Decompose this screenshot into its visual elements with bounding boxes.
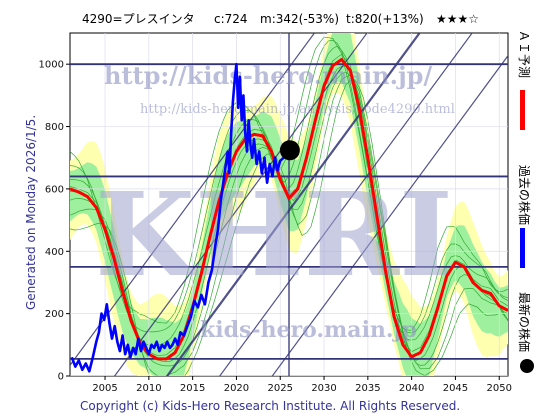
legend-latest-label: 最新の株価	[517, 292, 532, 352]
x-tick-label: 2050	[487, 383, 512, 394]
rating-stars: ★★★☆	[436, 12, 479, 26]
x-tick-label: 2030	[311, 383, 336, 394]
x-tick-label: 2020	[224, 383, 249, 394]
x-tick-label: 2025	[268, 383, 293, 394]
min-price: m:342(-53%)	[260, 12, 339, 26]
axes: 2005 2010 2015 2020 2025 2030 2035 2040 2045 2050…	[39, 60, 512, 394]
legend-past-swatch	[520, 228, 525, 268]
latest-price-marker	[279, 140, 300, 161]
current-price: c:724	[214, 12, 248, 26]
trend-line	[113, 33, 368, 376]
trend-line	[70, 33, 316, 367]
y-tick-label: 600	[45, 184, 64, 195]
price-series	[70, 58, 508, 373]
copyright-text: Copyright (c) Kids-Hero Research Institu…	[80, 399, 460, 413]
y-tick-label: 400	[45, 247, 64, 258]
x-tick-label: 2005	[92, 383, 117, 394]
generated-date-text: Generated on Monday 2026/1/5.	[24, 115, 38, 310]
legend-latest-marker	[520, 359, 534, 373]
watermark-url-top: http://kids-hero.main.jp/	[104, 61, 432, 90]
y-tick-label: 800	[45, 122, 64, 133]
x-tick-label: 2045	[443, 383, 468, 394]
legend: ＡＩ予測 過去の株価 最新の株価	[517, 30, 534, 373]
past-price-line	[70, 62, 292, 373]
y-tick-label: 200	[45, 309, 64, 320]
target-price: t:820(+13%)	[346, 12, 424, 26]
y-tick-label: 0	[58, 372, 64, 383]
x-tick-label: 2010	[136, 383, 161, 394]
trend-lines	[70, 33, 508, 376]
legend-ai-swatch	[520, 90, 525, 130]
legend-ai-label: ＡＩ予測	[517, 30, 531, 78]
trend-line	[271, 54, 508, 376]
watermark-url-mid: http://kids-hero.main.jp/analysis/code42…	[140, 102, 455, 117]
y-tick-label: 1000	[39, 60, 64, 71]
ticker-label: 4290=プレスインタ	[82, 12, 195, 26]
legend-past-label: 過去の株価	[517, 165, 532, 225]
trend-line	[219, 33, 473, 376]
watermark-logo: KHRI	[95, 168, 453, 303]
x-tick-label: 2040	[399, 383, 424, 394]
watermark-url-bottom: kids-hero.main.jp	[200, 317, 417, 343]
x-tick-label: 2015	[180, 383, 205, 394]
x-tick-label: 2035	[355, 383, 380, 394]
trend-line	[165, 33, 421, 376]
